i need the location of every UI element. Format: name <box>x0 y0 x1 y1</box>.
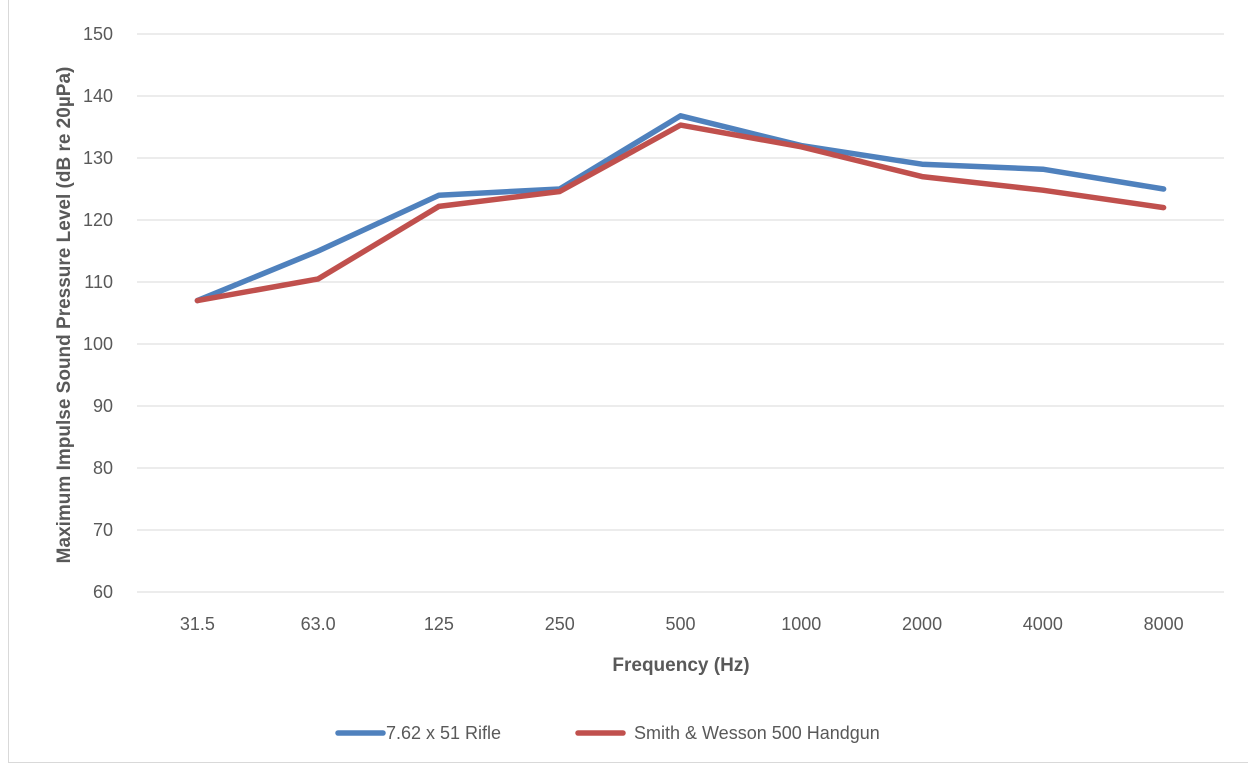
x-tick-label: 63.0 <box>301 614 336 634</box>
series-lines <box>194 113 1167 304</box>
x-tick-label: 500 <box>665 614 695 634</box>
chart-frame <box>8 0 1248 763</box>
y-tick-label: 90 <box>93 396 113 416</box>
y-tick-label: 140 <box>83 86 113 106</box>
series-line-2 <box>194 122 1167 304</box>
x-tick-label: 1000 <box>781 614 821 634</box>
x-tick-label: 8000 <box>1144 614 1184 634</box>
x-tick-label: 4000 <box>1023 614 1063 634</box>
legend-label: Smith & Wesson 500 Handgun <box>634 723 880 743</box>
x-tick-label: 2000 <box>902 614 942 634</box>
x-axis-title: Frequency (Hz) <box>612 655 749 676</box>
y-tick-label: 120 <box>83 210 113 230</box>
x-axis-ticks: 31.5 63.0 125 250 500 1000 2000 4000 8000 <box>180 614 1184 634</box>
y-axis-title: Maximum Impulse Sound Pressure Level (dB… <box>54 67 75 564</box>
legend-label: 7.62 x 51 Rifle <box>386 723 501 743</box>
x-tick-label: 125 <box>424 614 454 634</box>
y-tick-label: 60 <box>93 582 113 602</box>
legend: 7.62 x 51 Rifle Smith & Wesson 500 Handgu… <box>335 723 880 743</box>
y-tick-label: 110 <box>84 272 113 292</box>
x-tick-label: 250 <box>545 614 575 634</box>
gridlines <box>137 33 1224 593</box>
series-line-1 <box>194 113 1167 304</box>
y-tick-label: 150 <box>83 24 113 44</box>
y-tick-label: 100 <box>83 334 113 354</box>
x-tick-label: 31.5 <box>180 614 215 634</box>
y-tick-label: 70 <box>93 520 113 540</box>
y-axis-ticks: 60 70 80 90 100 110 120 130 140 150 <box>83 24 113 602</box>
y-tick-label: 80 <box>93 458 113 478</box>
y-tick-label: 130 <box>83 148 113 168</box>
